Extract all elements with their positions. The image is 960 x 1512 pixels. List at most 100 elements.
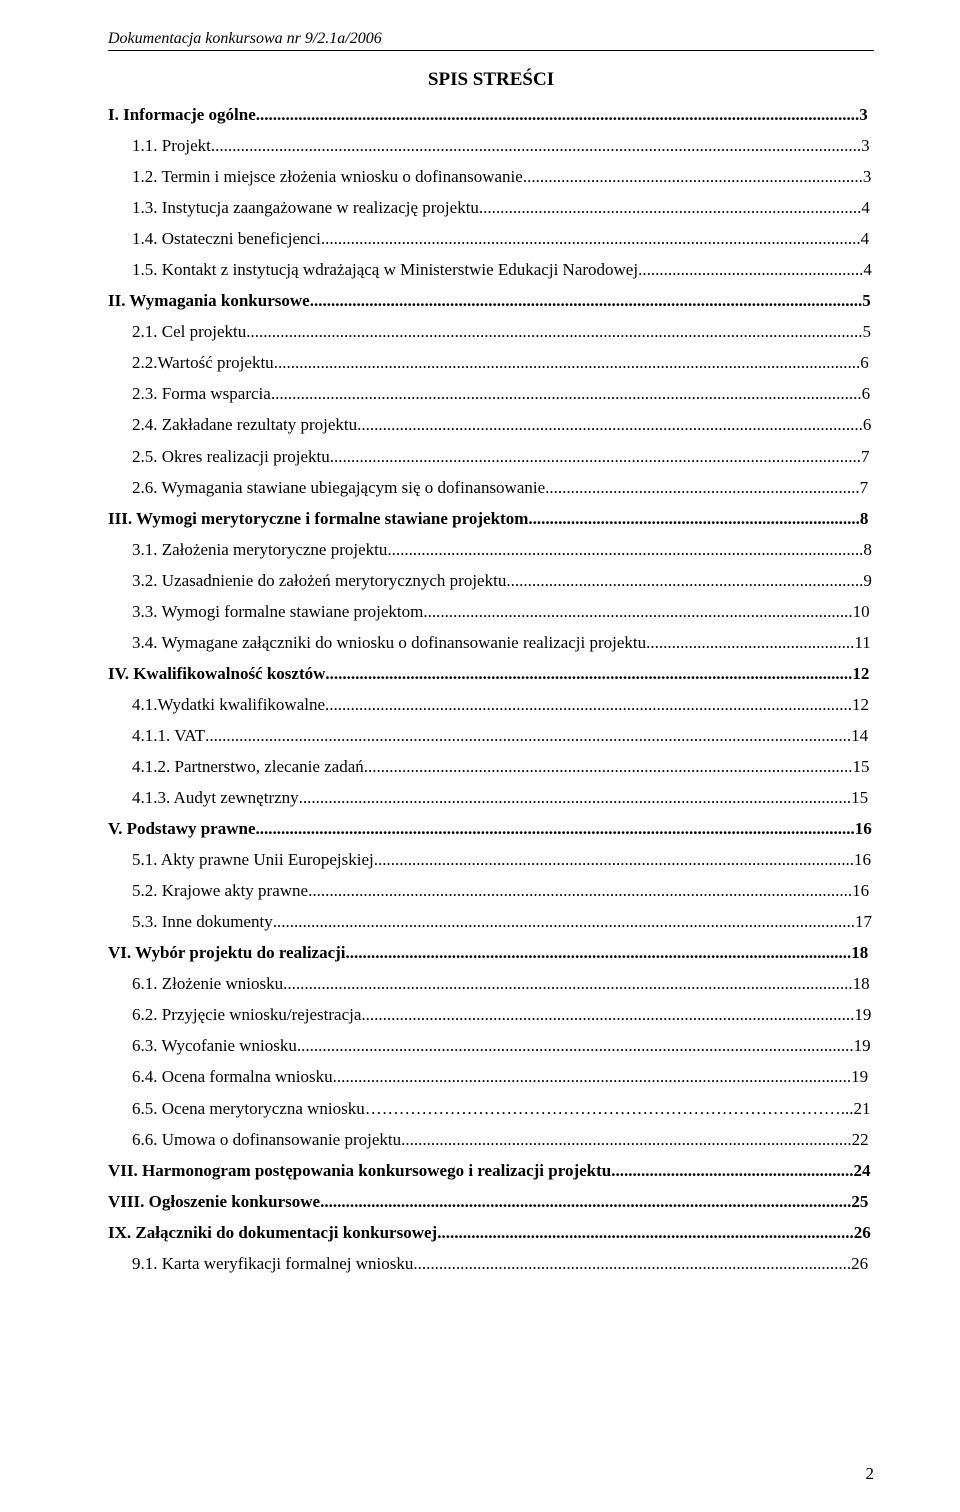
toc-entry-label: 6.2. Przyjęcie wniosku/rejestracja xyxy=(132,1005,361,1024)
toc-entry-label: 3.1. Założenia merytoryczne projektu xyxy=(132,540,387,559)
toc-entry: VIII. Ogłoszenie konkursowe.............… xyxy=(108,1192,874,1212)
toc-leader: ........................................… xyxy=(211,136,861,156)
toc-leader: ........................................… xyxy=(437,1223,854,1243)
toc-leader: ........................................… xyxy=(545,478,860,498)
toc-entry: 2.1. Cel projektu.......................… xyxy=(108,322,874,342)
toc-entry-page: 19 xyxy=(854,1005,871,1025)
toc-leader: …………………………………………………………………………... xyxy=(365,1099,854,1119)
toc-entry-page: 11 xyxy=(854,633,870,653)
toc-leader: ........................................… xyxy=(387,540,863,560)
toc-entry: 5.2. Krajowe akty prawne................… xyxy=(108,881,874,901)
toc-leader: ........................................… xyxy=(374,850,854,870)
toc-title: SPIS STREŚCI xyxy=(108,69,874,91)
toc-leader: ........................................… xyxy=(246,322,862,342)
toc-entry-page: 22 xyxy=(852,1130,869,1150)
toc-leader: ........................................… xyxy=(423,602,852,622)
toc-entry-page: 6 xyxy=(862,384,871,404)
toc-entry: 1.1. Projekt............................… xyxy=(108,136,874,156)
toc-leader: ........................................… xyxy=(401,1130,852,1150)
toc-entry: 6.2. Przyjęcie wniosku/rejestracja......… xyxy=(108,1005,874,1025)
toc-entry: 9.1. Karta weryfikacji formalnej wniosku… xyxy=(108,1254,874,1274)
toc-entry-page: 14 xyxy=(851,726,868,746)
toc-entry: VII. Harmonogram postępowania konkursowe… xyxy=(108,1161,874,1181)
toc-entry-page: 12 xyxy=(852,664,869,684)
toc-entry: 1.2. Termin i miejsce złożenia wniosku o… xyxy=(108,167,874,187)
toc-entry-label: III. Wymogi merytoryczne i formalne staw… xyxy=(108,509,528,528)
toc-entry-label: 4.1.2. Partnerstwo, zlecanie zadań xyxy=(132,757,364,776)
toc-entry-page: 4 xyxy=(863,260,872,280)
toc-entry-page: 8 xyxy=(863,540,872,560)
toc-leader: ........................................… xyxy=(310,291,863,311)
toc-entry: 4.1.Wydatki kwalifikowalne..............… xyxy=(108,695,874,715)
toc-entry-label: IX. Załączniki do dokumentacji konkursow… xyxy=(108,1223,437,1242)
toc-entry: 1.4. Ostateczni beneficjenci............… xyxy=(108,229,874,249)
toc-entry-label: VI. Wybór projektu do realizacji xyxy=(108,943,346,962)
toc-entry: 4.1.1. VAT..............................… xyxy=(108,726,874,746)
toc-entry-label: 5.3. Inne dokumenty xyxy=(132,912,273,931)
toc-entry-page: 10 xyxy=(853,602,870,622)
toc-entry-page: 26 xyxy=(854,1223,871,1243)
toc-entry-label: 2.5. Okres realizacji projektu xyxy=(132,447,330,466)
toc-entry-page: 16 xyxy=(852,881,869,901)
toc-leader: ........................................… xyxy=(523,167,863,187)
toc-leader: ........................................… xyxy=(283,974,853,994)
toc-leader: ........................................… xyxy=(256,105,860,125)
toc-entry-label: 1.3. Instytucja zaangażowane w realizacj… xyxy=(132,198,479,217)
toc-entry: 6.3. Wycofanie wniosku..................… xyxy=(108,1036,874,1056)
toc-entry: 4.1.2. Partnerstwo, zlecanie zadań......… xyxy=(108,757,874,777)
toc-entry-label: 6.6. Umowa o dofinansowanie projektu xyxy=(132,1130,401,1149)
toc-entry-label: II. Wymagania konkursowe xyxy=(108,291,310,310)
toc-entry-label: 1.1. Projekt xyxy=(132,136,211,155)
toc-leader: ........................................… xyxy=(646,633,854,653)
toc-entry-page: 8 xyxy=(860,509,869,529)
toc-leader: ........................................… xyxy=(320,1192,851,1212)
toc-entry-label: V. Podstawy prawne xyxy=(108,819,256,838)
toc-leader: ........................................… xyxy=(611,1161,853,1181)
toc-entry-page: 4 xyxy=(861,229,870,249)
toc-entry-label: 1.4. Ostateczni beneficjenci xyxy=(132,229,321,248)
toc-entry-page: 3 xyxy=(861,136,870,156)
toc-entry-page: 18 xyxy=(853,974,870,994)
toc-leader: ........................................… xyxy=(325,664,852,684)
toc-entry: IX. Załączniki do dokumentacji konkursow… xyxy=(108,1223,874,1243)
toc-entry-page: 24 xyxy=(854,1161,871,1181)
toc-entry-page: 25 xyxy=(851,1192,868,1212)
toc-entry-page: 26 xyxy=(851,1254,868,1274)
toc-entry: 3.3. Wymogi formalne stawiane projektom.… xyxy=(108,602,874,622)
toc-entry: V. Podstawy prawne......................… xyxy=(108,819,874,839)
toc-leader: ........................................… xyxy=(357,415,863,435)
toc-entry-label: 6.5. Ocena merytoryczna wniosku xyxy=(132,1099,365,1118)
toc-entry-page: 9 xyxy=(863,571,872,591)
toc-entry-page: 5 xyxy=(863,322,872,342)
toc-leader: ........................................… xyxy=(299,788,852,808)
toc-leader: ........................................… xyxy=(297,1036,854,1056)
toc-entry: 5.1. Akty prawne Unii Europejskiej......… xyxy=(108,850,874,870)
toc-entry-page: 15 xyxy=(853,757,870,777)
toc-entry-page: 16 xyxy=(855,819,872,839)
toc-entry-label: 2.6. Wymagania stawiane ubiegającym się … xyxy=(132,478,545,497)
toc-entry-label: 3.4. Wymagane załączniki do wniosku o do… xyxy=(132,633,646,652)
toc-leader: ........................................… xyxy=(330,447,861,467)
toc-entry-page: 3 xyxy=(859,105,868,125)
toc-entry-label: 6.3. Wycofanie wniosku xyxy=(132,1036,297,1055)
toc-entry-label: 2.3. Forma wsparcia xyxy=(132,384,271,403)
toc-entry-page: 7 xyxy=(860,478,869,498)
toc-leader: ........................................… xyxy=(256,819,855,839)
toc-leader: ........................................… xyxy=(274,353,861,373)
toc-leader: ........................................… xyxy=(321,229,861,249)
toc-entry: 6.6. Umowa o dofinansowanie projektu....… xyxy=(108,1130,874,1150)
toc-entry-label: VIII. Ogłoszenie konkursowe xyxy=(108,1192,320,1211)
toc-entry-label: VII. Harmonogram postępowania konkursowe… xyxy=(108,1161,611,1180)
toc-entry-page: 17 xyxy=(855,912,872,932)
toc-entry: 2.4. Zakładane rezultaty projektu.......… xyxy=(108,415,874,435)
toc-leader: ........................................… xyxy=(528,509,860,529)
toc-leader: ........................................… xyxy=(333,1067,852,1087)
toc-entry-page: 18 xyxy=(851,943,868,963)
toc-entry-label: 4.1.3. Audyt zewnętrzny xyxy=(132,788,299,807)
toc-entry-label: 2.4. Zakładane rezultaty projektu xyxy=(132,415,357,434)
toc-entry-label: 5.2. Krajowe akty prawne xyxy=(132,881,308,900)
toc-entry: I. Informacje ogólne....................… xyxy=(108,105,874,125)
document-header: Dokumentacja konkursowa nr 9/2.1a/2006 xyxy=(108,30,874,51)
toc-entry: II. Wymagania konkursowe................… xyxy=(108,291,874,311)
toc-entry: IV. Kwalifikowalność kosztów............… xyxy=(108,664,874,684)
